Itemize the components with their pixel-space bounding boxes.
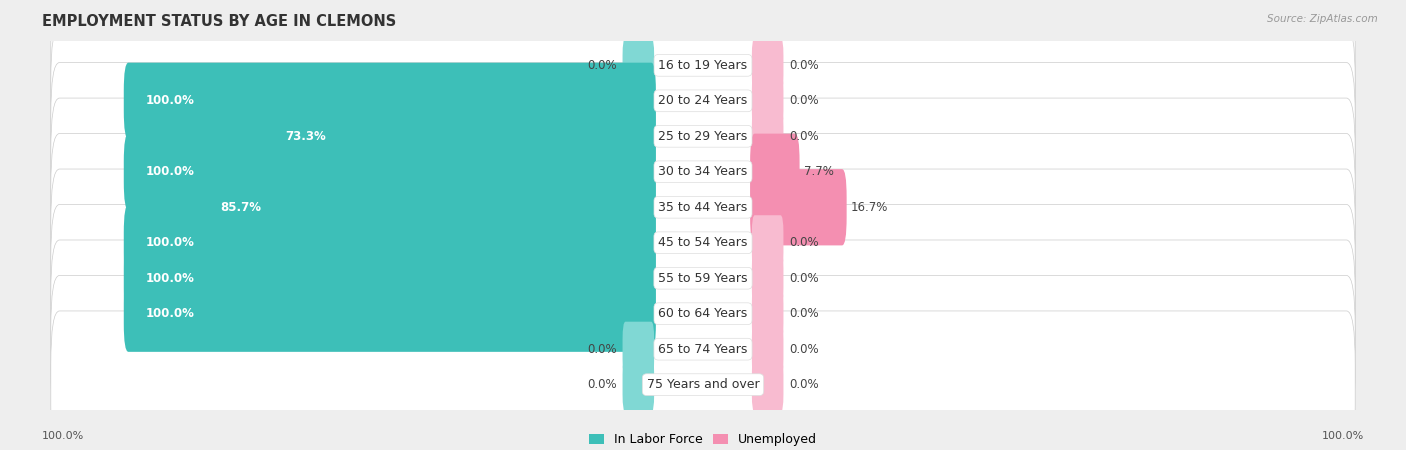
Text: 30 to 34 Years: 30 to 34 Years [658, 165, 748, 178]
FancyBboxPatch shape [51, 63, 1355, 210]
Text: EMPLOYMENT STATUS BY AGE IN CLEMONS: EMPLOYMENT STATUS BY AGE IN CLEMONS [42, 14, 396, 28]
Text: 0.0%: 0.0% [789, 236, 818, 249]
FancyBboxPatch shape [51, 311, 1355, 450]
Text: 100.0%: 100.0% [146, 307, 194, 320]
FancyBboxPatch shape [752, 251, 783, 306]
FancyBboxPatch shape [51, 275, 1355, 423]
FancyBboxPatch shape [51, 0, 1355, 139]
Text: 73.3%: 73.3% [285, 130, 326, 143]
FancyBboxPatch shape [752, 357, 783, 412]
FancyBboxPatch shape [752, 215, 783, 270]
Text: 100.0%: 100.0% [146, 236, 194, 249]
Text: 100.0%: 100.0% [146, 272, 194, 285]
FancyBboxPatch shape [124, 63, 655, 139]
FancyBboxPatch shape [623, 38, 654, 93]
FancyBboxPatch shape [51, 134, 1355, 281]
FancyBboxPatch shape [51, 98, 1355, 246]
FancyBboxPatch shape [51, 27, 1355, 175]
FancyBboxPatch shape [751, 134, 800, 210]
Text: 100.0%: 100.0% [146, 165, 194, 178]
FancyBboxPatch shape [51, 204, 1355, 352]
FancyBboxPatch shape [623, 357, 654, 412]
Text: 85.7%: 85.7% [221, 201, 262, 214]
FancyBboxPatch shape [124, 275, 655, 352]
Text: 100.0%: 100.0% [42, 431, 84, 441]
Text: 0.0%: 0.0% [588, 343, 617, 356]
FancyBboxPatch shape [752, 38, 783, 93]
FancyBboxPatch shape [752, 322, 783, 377]
FancyBboxPatch shape [51, 240, 1355, 387]
Text: 0.0%: 0.0% [789, 343, 818, 356]
Text: 45 to 54 Years: 45 to 54 Years [658, 236, 748, 249]
FancyBboxPatch shape [263, 98, 655, 175]
Text: 7.7%: 7.7% [804, 165, 834, 178]
FancyBboxPatch shape [124, 240, 655, 316]
Text: 16 to 19 Years: 16 to 19 Years [658, 59, 748, 72]
FancyBboxPatch shape [623, 322, 654, 377]
Text: Source: ZipAtlas.com: Source: ZipAtlas.com [1267, 14, 1378, 23]
Text: 65 to 74 Years: 65 to 74 Years [658, 343, 748, 356]
Text: 100.0%: 100.0% [146, 94, 194, 107]
Text: 75 Years and over: 75 Years and over [647, 378, 759, 391]
FancyBboxPatch shape [124, 134, 655, 210]
Text: 55 to 59 Years: 55 to 59 Years [658, 272, 748, 285]
Text: 0.0%: 0.0% [789, 378, 818, 391]
FancyBboxPatch shape [198, 169, 655, 245]
FancyBboxPatch shape [124, 205, 655, 281]
FancyBboxPatch shape [751, 169, 846, 245]
FancyBboxPatch shape [752, 73, 783, 128]
Text: 0.0%: 0.0% [789, 130, 818, 143]
Text: 20 to 24 Years: 20 to 24 Years [658, 94, 748, 107]
Text: 0.0%: 0.0% [789, 307, 818, 320]
FancyBboxPatch shape [752, 286, 783, 341]
FancyBboxPatch shape [752, 109, 783, 164]
Text: 25 to 29 Years: 25 to 29 Years [658, 130, 748, 143]
FancyBboxPatch shape [51, 169, 1355, 316]
Text: 16.7%: 16.7% [851, 201, 889, 214]
Text: 0.0%: 0.0% [789, 272, 818, 285]
Legend: In Labor Force, Unemployed: In Labor Force, Unemployed [583, 428, 823, 450]
Text: 0.0%: 0.0% [789, 94, 818, 107]
Text: 100.0%: 100.0% [1322, 431, 1364, 441]
Text: 0.0%: 0.0% [588, 378, 617, 391]
Text: 35 to 44 Years: 35 to 44 Years [658, 201, 748, 214]
Text: 0.0%: 0.0% [789, 59, 818, 72]
Text: 60 to 64 Years: 60 to 64 Years [658, 307, 748, 320]
Text: 0.0%: 0.0% [588, 59, 617, 72]
